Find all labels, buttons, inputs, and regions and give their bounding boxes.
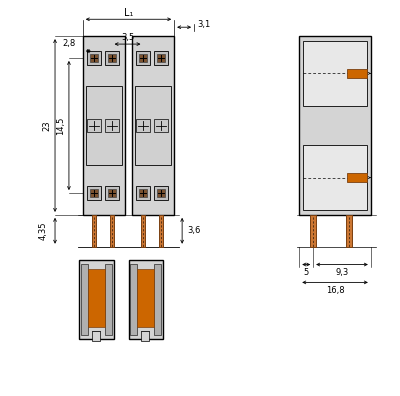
Text: L₁: L₁ xyxy=(124,8,133,18)
Bar xyxy=(88,270,105,327)
Bar xyxy=(142,331,149,341)
Bar xyxy=(347,173,367,182)
Bar xyxy=(140,189,147,197)
Bar xyxy=(303,145,367,210)
Text: 16,8: 16,8 xyxy=(326,286,344,295)
Text: 23: 23 xyxy=(42,120,52,131)
Bar xyxy=(105,51,118,65)
Bar xyxy=(92,331,100,341)
Bar xyxy=(303,41,367,106)
Bar xyxy=(90,54,98,62)
Text: 3,5: 3,5 xyxy=(121,32,134,42)
Bar xyxy=(159,215,163,247)
Bar xyxy=(157,189,165,197)
Bar xyxy=(138,270,154,327)
Bar xyxy=(92,215,96,247)
Bar xyxy=(154,118,168,133)
Bar xyxy=(87,118,101,133)
Text: 9,3: 9,3 xyxy=(335,268,349,277)
Bar xyxy=(154,186,168,200)
Bar xyxy=(87,186,101,200)
Text: 2,8: 2,8 xyxy=(62,38,76,48)
Bar xyxy=(87,51,101,65)
Bar xyxy=(154,51,168,65)
Bar xyxy=(140,54,147,62)
Bar xyxy=(310,215,316,247)
Bar xyxy=(108,189,116,197)
Bar xyxy=(90,189,98,197)
Bar xyxy=(136,86,171,165)
Text: 3,6: 3,6 xyxy=(187,226,201,235)
Bar xyxy=(86,86,122,165)
Text: 14,5: 14,5 xyxy=(56,116,66,135)
Bar xyxy=(346,215,352,247)
Bar xyxy=(136,186,150,200)
Bar xyxy=(79,259,114,339)
Bar xyxy=(83,36,124,215)
Bar xyxy=(130,263,138,335)
Bar xyxy=(105,263,112,335)
Bar xyxy=(347,69,367,78)
Bar xyxy=(128,259,163,339)
Text: 5: 5 xyxy=(304,268,309,277)
Bar xyxy=(110,215,114,247)
Text: 3,1: 3,1 xyxy=(197,20,210,29)
Bar xyxy=(108,54,116,62)
Bar xyxy=(105,118,118,133)
Text: 4,35: 4,35 xyxy=(39,221,48,240)
Bar xyxy=(157,54,165,62)
Bar xyxy=(136,51,150,65)
Bar xyxy=(132,36,174,215)
Bar xyxy=(142,215,145,247)
Bar xyxy=(105,186,118,200)
Bar xyxy=(299,36,371,215)
Bar xyxy=(81,263,88,335)
Bar xyxy=(154,263,161,335)
Bar xyxy=(136,118,150,133)
